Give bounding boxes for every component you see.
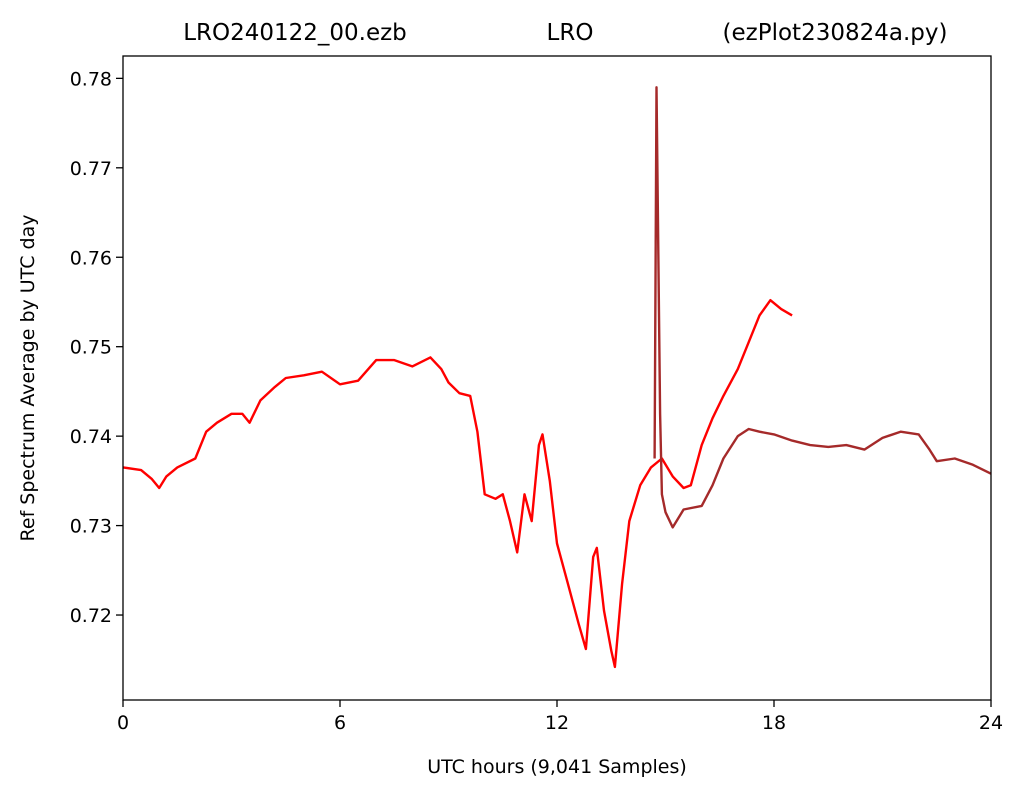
series-line-1 — [122, 299, 793, 669]
y-tick-label: 0.78 — [70, 68, 112, 90]
y-tick-label: 0.75 — [70, 337, 112, 359]
series-layer — [122, 86, 992, 669]
x-tick-label: 0 — [117, 712, 129, 734]
chart-title-center: LRO — [547, 20, 594, 46]
y-tick-label: 0.77 — [70, 158, 112, 180]
chart-title-left: LRO240122_00.ezb — [183, 20, 407, 46]
y-tick-label: 0.74 — [70, 426, 112, 448]
y-tick-label: 0.76 — [70, 247, 112, 269]
y-axis-label: Ref Spectrum Average by UTC day — [17, 215, 39, 542]
y-tick-label: 0.73 — [70, 516, 112, 538]
y-tick-label: 0.72 — [70, 605, 112, 627]
chart-title-right: (ezPlot230824a.py) — [723, 20, 948, 46]
x-axis-label: UTC hours (9,041 Samples) — [427, 756, 687, 778]
x-tick-label: 24 — [979, 712, 1003, 734]
x-tick-label: 12 — [545, 712, 569, 734]
x-tick-label: 6 — [334, 712, 346, 734]
y-axis-ticks: 0.72 0.73 0.74 0.75 0.76 0.77 0.78 — [70, 68, 123, 627]
x-axis-ticks: 0 6 12 18 24 — [117, 700, 1003, 734]
series-line-2 — [653, 86, 992, 529]
x-tick-label: 18 — [762, 712, 786, 734]
plot-frame — [122, 55, 992, 701]
